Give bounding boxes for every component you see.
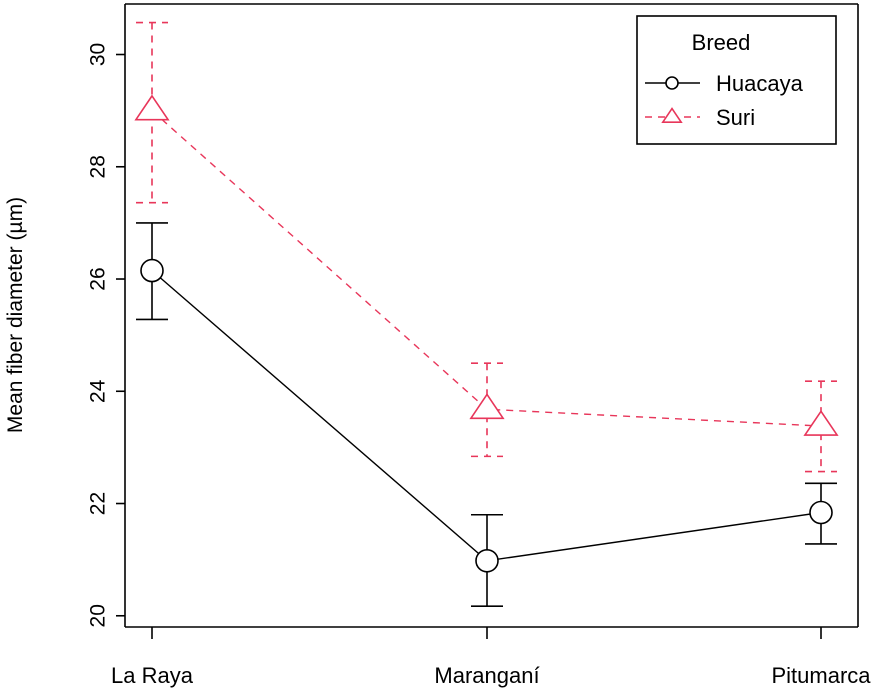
y-tick-label: 28 — [87, 155, 110, 178]
y-tick-label: 22 — [87, 492, 110, 515]
y-tick-label: 20 — [87, 604, 110, 627]
data-point-circle — [665, 76, 679, 90]
error-bar — [471, 362, 503, 458]
plot-area — [124, 3, 859, 628]
legend-label: Suri — [716, 105, 755, 130]
data-point-circle — [475, 548, 499, 573]
y-tick-label: 24 — [87, 379, 110, 403]
data-point-triangle — [661, 107, 683, 123]
data-point-circle — [809, 500, 833, 525]
y-axis-ticks: 20 22 24 26 28 30 — [87, 43, 125, 627]
y-axis-label: Mean fiber diameter (µm) — [4, 197, 27, 433]
error-bar — [136, 21, 168, 204]
y-tick-label: 30 — [87, 43, 110, 66]
series-huacaya — [136, 222, 837, 608]
legend-title: Breed — [692, 30, 751, 55]
series-layer — [134, 21, 839, 608]
data-point-circle — [140, 258, 164, 283]
legend-entry-huacaya: Huacaya — [645, 71, 804, 96]
x-axis-ticks: La Raya Maranganí Pitumarca — [111, 627, 871, 688]
data-point-triangle — [134, 94, 170, 121]
legend-label: Huacaya — [716, 71, 804, 96]
series-suri — [134, 21, 839, 473]
data-point-triangle — [469, 393, 505, 420]
legend-entries: Huacaya Suri — [645, 71, 804, 130]
legend: Breed Huacaya Suri — [636, 15, 837, 145]
x-tick-label: La Raya — [111, 663, 194, 688]
x-tick-label: Maranganí — [434, 663, 539, 688]
y-tick-label: 26 — [87, 267, 110, 290]
data-point-triangle — [803, 409, 839, 436]
legend-entry-suri: Suri — [645, 105, 755, 130]
x-tick-label: Pitumarca — [771, 663, 871, 688]
